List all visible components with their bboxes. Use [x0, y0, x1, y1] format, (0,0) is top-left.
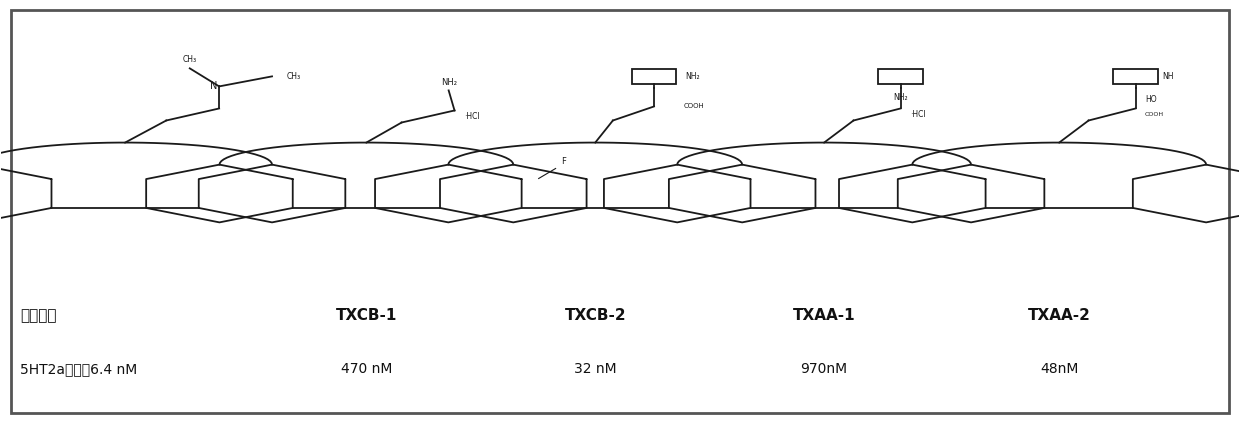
Text: TXCB-2: TXCB-2 — [564, 309, 626, 323]
Text: NH: NH — [1162, 72, 1174, 81]
Text: COOH: COOH — [683, 103, 704, 110]
Text: 32 nM: 32 nM — [574, 362, 616, 376]
Text: NH₂: NH₂ — [686, 72, 699, 81]
Text: 970nM: 970nM — [801, 362, 848, 376]
Text: HO: HO — [1145, 96, 1157, 105]
Text: COOH: COOH — [1145, 112, 1164, 117]
Text: N: N — [210, 82, 217, 91]
Text: CH₃: CH₃ — [182, 54, 197, 64]
Text: TXCB-1: TXCB-1 — [336, 309, 397, 323]
Text: NH₂: NH₂ — [893, 93, 908, 102]
Text: TXAA-2: TXAA-2 — [1028, 309, 1091, 323]
Text: 5HT2a试剂盖6.4 nM: 5HT2a试剂盖6.4 nM — [20, 362, 138, 376]
Text: NH₂: NH₂ — [440, 78, 456, 87]
Text: 环苯扎林: 环苯扎林 — [20, 309, 57, 323]
Text: 48nM: 48nM — [1040, 362, 1079, 376]
Text: F: F — [562, 158, 567, 167]
FancyBboxPatch shape — [11, 10, 1229, 413]
Text: 470 nM: 470 nM — [341, 362, 392, 376]
Text: CH₃: CH₃ — [286, 72, 300, 81]
Text: TXAA-1: TXAA-1 — [792, 309, 856, 323]
Text: ·HCl: ·HCl — [464, 113, 480, 122]
Text: ·HCl: ·HCl — [910, 110, 925, 119]
